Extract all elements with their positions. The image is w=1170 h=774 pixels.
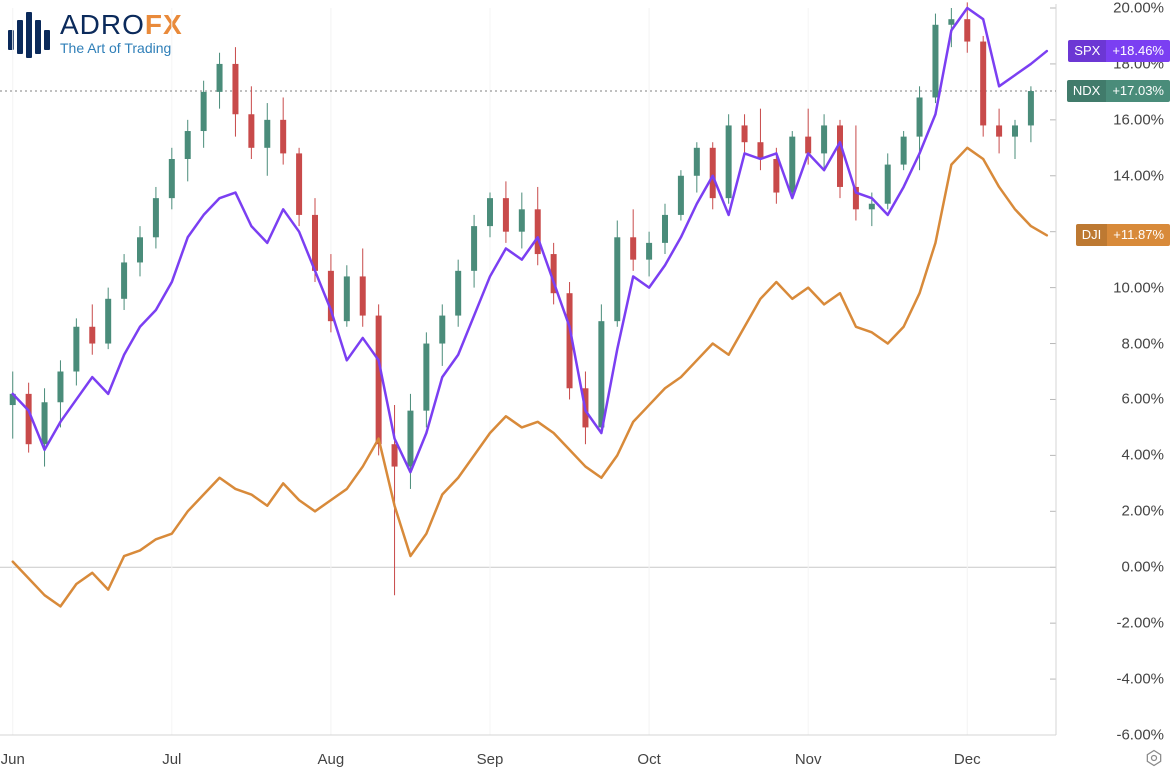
- y-tick-label: 6.00%: [1121, 391, 1164, 408]
- y-tick-label: 14.00%: [1113, 167, 1164, 184]
- y-tick-label: 20.00%: [1113, 0, 1164, 17]
- badge-symbol: NDX: [1067, 80, 1106, 102]
- y-tick-label: 8.00%: [1121, 335, 1164, 352]
- y-tick-label: -4.00%: [1116, 671, 1164, 688]
- x-tick-label: Aug: [318, 751, 345, 768]
- badge-symbol: DJI: [1076, 224, 1108, 246]
- x-tick-label: Dec: [954, 751, 981, 768]
- x-tick-label: Nov: [795, 751, 822, 768]
- x-tick-label: Jul: [162, 751, 181, 768]
- y-tick-label: 2.00%: [1121, 503, 1164, 520]
- y-tick-label: 16.00%: [1113, 111, 1164, 128]
- y-tick-label: 4.00%: [1121, 447, 1164, 464]
- y-tick-label: -6.00%: [1116, 727, 1164, 744]
- y-tick-label: 0.00%: [1121, 559, 1164, 576]
- price-badge-spx[interactable]: SPX+18.46%: [1068, 40, 1170, 62]
- settings-icon[interactable]: [1144, 748, 1164, 768]
- y-tick-label: -2.00%: [1116, 615, 1164, 632]
- y-axis: -6.00%-4.00%-2.00%0.00%2.00%4.00%6.00%8.…: [1084, 0, 1170, 735]
- x-axis: Jun Jul Aug Sep Oct Nov Dec: [0, 740, 1050, 774]
- chart-plot[interactable]: [0, 0, 1170, 774]
- price-badge-ndx[interactable]: NDX+17.03%: [1067, 80, 1170, 102]
- badge-value: +17.03%: [1106, 80, 1170, 102]
- y-tick-label: 10.00%: [1113, 279, 1164, 296]
- badge-symbol: SPX: [1068, 40, 1106, 62]
- price-badge-dji[interactable]: DJI+11.87%: [1076, 224, 1170, 246]
- badge-value: +11.87%: [1107, 224, 1170, 246]
- x-tick-label: Jun: [1, 751, 25, 768]
- x-tick-label: Sep: [477, 751, 504, 768]
- x-tick-label: Oct: [637, 751, 660, 768]
- chart-root: ADROFX The Art of Trading -6.00%-4.00%-2…: [0, 0, 1170, 774]
- badge-value: +18.46%: [1106, 40, 1170, 62]
